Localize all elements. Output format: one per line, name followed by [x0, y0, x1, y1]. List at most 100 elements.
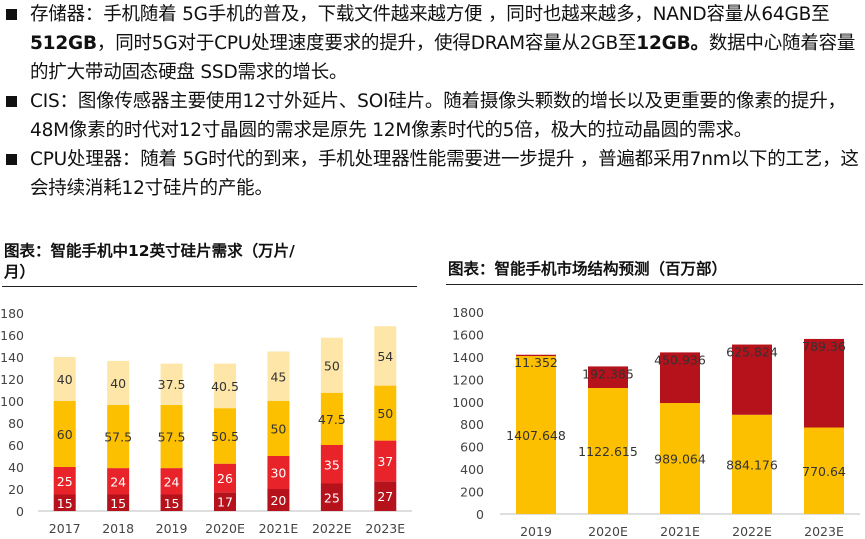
data-label: 989.064 [654, 452, 706, 467]
data-label: 25 [324, 490, 340, 505]
bullet-part-bold: 512GB [30, 33, 97, 54]
bullet-part: ，同时5G对于CPU处理速度要求的提升，使得DRAM容量从2GB至 [96, 33, 637, 54]
y-tick-label: 600 [460, 440, 484, 455]
chart-title-wafer-demand: 图表：智能手机中12英寸硅片需求（万片/ 月） [4, 241, 414, 283]
bullet-cis: CIS：图像传感器主要使用12寸外延片、SOI硅片。随着摄像头颗数的增长以及更重… [0, 87, 865, 145]
bar-segment [107, 404, 130, 469]
data-label: 57.5 [158, 429, 186, 444]
bar-segment [320, 337, 343, 393]
bar-segment [214, 408, 236, 464]
y-tick-label: 120 [0, 372, 24, 387]
y-tick-label: 1800 [452, 305, 484, 320]
bar-segment [160, 404, 183, 469]
data-label: 884.176 [726, 457, 778, 472]
data-label: 789.36 [802, 339, 846, 354]
data-label: 625.824 [726, 345, 778, 360]
bar-segment [53, 401, 76, 467]
data-label: 37 [377, 454, 393, 469]
square-bullet-icon [6, 96, 17, 107]
bar-segment [804, 427, 844, 514]
bar-segment [53, 467, 76, 495]
bar-segment [267, 401, 290, 456]
data-label: 17 [217, 495, 233, 510]
data-label: 1122.615 [578, 444, 638, 459]
data-label: 50 [324, 358, 340, 373]
x-tick-label: 2021E [259, 521, 299, 536]
y-tick-label: 80 [8, 416, 24, 431]
data-label: 24 [164, 474, 180, 489]
data-label: 192.385 [582, 366, 634, 381]
data-label: 57.5 [104, 429, 132, 444]
chart-title-rule [446, 284, 863, 285]
bar-segment [214, 492, 236, 511]
x-tick-label: 2023E [804, 524, 844, 539]
data-label: 25 [57, 474, 73, 489]
x-tick-label: 2023E [365, 521, 405, 536]
bar-segment [374, 385, 397, 441]
data-label: 27 [377, 489, 393, 504]
y-tick-label: 1000 [452, 395, 484, 410]
y-tick-label: 100 [0, 394, 24, 409]
bar-segment [320, 392, 343, 445]
y-tick-label: 20 [8, 482, 24, 497]
data-label: 50.5 [211, 429, 239, 444]
data-label: 24 [110, 474, 126, 489]
data-label: 15 [110, 496, 126, 511]
data-label: 15 [57, 496, 73, 511]
y-tick-label: 400 [460, 462, 484, 477]
bar-segment [374, 440, 397, 482]
bullet-text: CIS：图像传感器主要使用12寸外延片、SOI硅片。随着摄像头颗数的增长以及更重… [30, 91, 846, 141]
data-label: 770.64 [802, 464, 846, 479]
bullet-part: 数据中心随着容量的扩大带动固态硬盘 SSD需求的增长。 [30, 33, 856, 83]
chart-title-line: 图表：智能手机中12英寸硅片需求（万片/ [4, 242, 295, 260]
data-label: 1407.648 [506, 428, 566, 443]
y-tick-label: 40 [8, 460, 24, 475]
bar-segment [374, 481, 397, 511]
y-tick-label: 1400 [452, 350, 484, 365]
y-tick-label: 800 [460, 417, 484, 432]
data-label: 45 [270, 369, 286, 384]
bullet-list: 存储器：手机随着 5G手机的普及，下载文件越来越方便 ，同时也越来越多，NAND… [0, 0, 865, 203]
bullet-text: CPU处理器：随着 5G时代的到来，手机处理器性能需要进一步提升 ，普遍都采用7… [30, 149, 859, 199]
square-bullet-icon [6, 154, 17, 165]
data-label: 54 [377, 349, 393, 364]
chart-title-line: 月） [4, 263, 36, 281]
bar-segment [160, 363, 183, 405]
bar-segment [588, 388, 628, 514]
y-tick-label: 200 [460, 485, 484, 500]
x-tick-label: 2017 [49, 521, 81, 536]
data-label: 47.5 [318, 412, 346, 427]
x-tick-label: 2020E [205, 521, 245, 536]
market-structure-chart: 0 200 400 600 800 1000 1200 1400 1600 1800 1407.64… [452, 305, 860, 539]
bar-segment [320, 483, 343, 511]
data-label: 50 [377, 406, 393, 421]
y-tick-label: 160 [0, 328, 24, 343]
data-label: 50 [270, 422, 286, 437]
y-tick-label: 180 [0, 306, 24, 321]
x-tick-label: 2022E [312, 521, 352, 536]
y-tick-label: 140 [0, 350, 24, 365]
bullet-storage: 存储器：手机随着 5G手机的普及，下载文件越来越方便 ，同时也越来越多，NAND… [0, 0, 865, 87]
y-tick-label: 1200 [452, 372, 484, 387]
square-bullet-icon [6, 9, 17, 20]
bar-segment [160, 494, 183, 511]
bar-segment [588, 366, 628, 389]
x-tick-label: 2019 [156, 521, 188, 536]
y-tick-label: 0 [16, 504, 24, 519]
bar-segment [107, 360, 130, 405]
bar-segment [267, 456, 290, 489]
x-tick-label: 2021E [660, 524, 700, 539]
chart-title-rule [2, 286, 417, 287]
bar-segment [660, 403, 700, 514]
data-label: 60 [57, 427, 73, 442]
data-label: 11.352 [514, 355, 558, 370]
bar-segment [214, 463, 236, 493]
data-label: 450.936 [654, 352, 706, 367]
bar-segment [320, 445, 343, 484]
bar-segment [160, 468, 183, 495]
x-tick-label: 2022E [732, 524, 772, 539]
bar-segment [516, 354, 556, 357]
x-tick-label: 2020E [588, 524, 628, 539]
data-label: 40 [57, 372, 73, 387]
data-label: 26 [217, 471, 233, 486]
